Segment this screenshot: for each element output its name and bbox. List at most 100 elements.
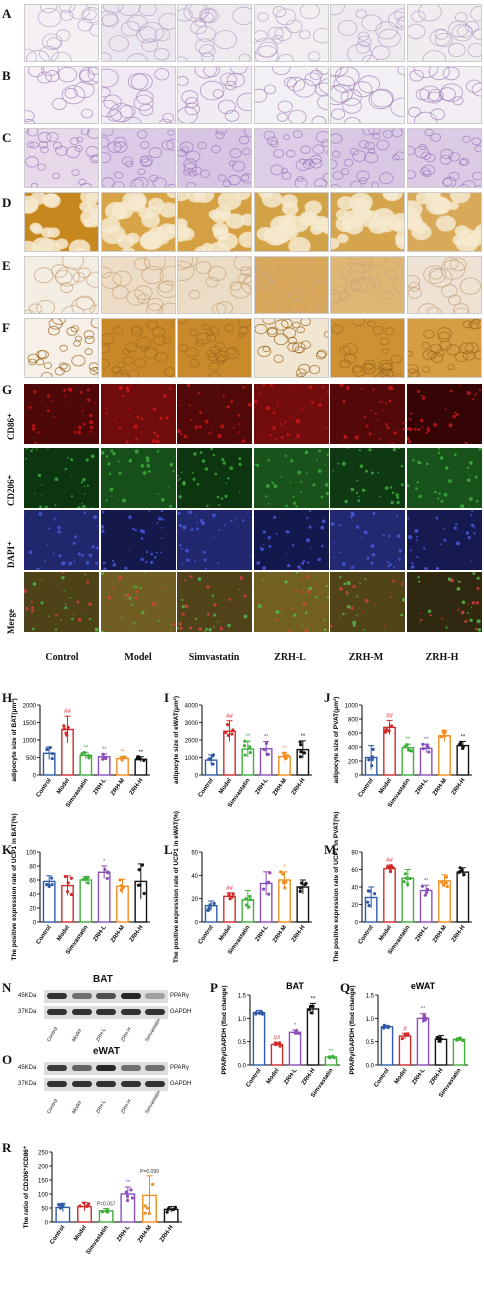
bar bbox=[142, 1194, 157, 1223]
y-tick-label: 20 bbox=[351, 903, 358, 909]
x-tick-label: ZRH-M bbox=[432, 778, 448, 797]
x-tick-label: ZRH-M bbox=[432, 925, 448, 944]
x-tick-label: Control bbox=[198, 924, 215, 945]
data-point bbox=[442, 731, 446, 735]
panel-label-o: O bbox=[2, 1052, 13, 1067]
data-point bbox=[207, 906, 211, 910]
x-tick-label: ZRH-H bbox=[291, 778, 307, 797]
blot-band bbox=[47, 1009, 67, 1015]
data-point bbox=[173, 1205, 178, 1209]
fluorescence-image bbox=[24, 572, 99, 632]
data-point bbox=[86, 1203, 90, 1207]
data-point bbox=[402, 880, 406, 884]
y-tick-label: 0.0 bbox=[366, 1064, 375, 1070]
significance-label: ** bbox=[264, 734, 269, 740]
group-label-simvastatin: Simvastatin bbox=[188, 652, 240, 663]
blot-kda-label: 45KDa bbox=[18, 1065, 37, 1071]
fluorescence-image bbox=[100, 448, 176, 508]
bar bbox=[456, 871, 470, 923]
data-point bbox=[407, 748, 411, 752]
significance-label: ** bbox=[424, 737, 429, 743]
data-point bbox=[458, 743, 463, 747]
data-point bbox=[366, 900, 370, 904]
data-point bbox=[294, 1028, 299, 1033]
data-point bbox=[279, 870, 283, 874]
western-blot-ewat: eWAT 45KDa 37KDa PPARγ GAPDH Control Model ZRH-… bbox=[18, 1046, 208, 1115]
bar bbox=[401, 877, 415, 923]
data-point bbox=[87, 754, 92, 759]
histology-image bbox=[177, 4, 252, 62]
data-point bbox=[60, 1203, 64, 1207]
y-tick-label: 150 bbox=[38, 1179, 49, 1185]
histology-image bbox=[177, 66, 252, 124]
blot-band-strip bbox=[44, 990, 168, 1003]
histology-image bbox=[177, 192, 252, 252]
data-point bbox=[302, 751, 307, 755]
y-tick-label: 3000 bbox=[185, 721, 199, 727]
x-tick-label: ZRH-L bbox=[415, 924, 430, 942]
bar bbox=[306, 1008, 320, 1066]
data-point bbox=[103, 756, 107, 760]
data-point bbox=[373, 892, 377, 896]
x-tick-label: Simvastatin bbox=[86, 1224, 110, 1255]
x-tick-label: Simvastatin bbox=[65, 777, 89, 808]
data-point bbox=[45, 747, 49, 752]
histology-image bbox=[330, 192, 405, 252]
data-point bbox=[118, 878, 122, 882]
blot-kda-label: 37KDa bbox=[18, 1009, 37, 1015]
fluor-row-label-dapi: DAPI⁺ bbox=[6, 541, 16, 568]
y-tick-label: 40 bbox=[29, 893, 36, 899]
data-point bbox=[404, 1032, 408, 1036]
significance-label: ** bbox=[120, 749, 125, 755]
data-point bbox=[457, 742, 461, 747]
data-point bbox=[208, 903, 212, 907]
bar bbox=[438, 735, 451, 776]
data-point bbox=[387, 729, 391, 733]
x-tick-label: Model bbox=[218, 777, 233, 795]
data-point bbox=[370, 757, 374, 762]
data-point bbox=[425, 743, 429, 747]
data-point bbox=[426, 745, 430, 749]
panel-label-m: M bbox=[324, 842, 337, 857]
data-point bbox=[400, 1036, 404, 1041]
y-tick-label: 1.0 bbox=[366, 1017, 375, 1023]
x-tick-label: Control bbox=[36, 777, 53, 798]
blot-kda-label: 45KDa bbox=[18, 993, 37, 999]
data-point bbox=[100, 1210, 105, 1214]
group-label-model: Model bbox=[124, 652, 152, 663]
chart-title: eWAT bbox=[411, 981, 436, 991]
data-point bbox=[266, 752, 270, 756]
bar bbox=[116, 757, 129, 776]
y-tick-label: 1500 bbox=[23, 721, 37, 727]
data-point bbox=[403, 744, 407, 749]
x-tick-label: Simvastatin bbox=[227, 924, 251, 955]
data-point bbox=[106, 1209, 110, 1213]
x-tick-label: Simvastatin bbox=[310, 1067, 334, 1098]
data-point bbox=[78, 1204, 82, 1208]
histology-image bbox=[24, 66, 99, 124]
y-tick-label: 1000 bbox=[23, 739, 37, 745]
data-point bbox=[84, 876, 89, 881]
x-tick-label: Model bbox=[56, 777, 71, 795]
x-tick-label: Control bbox=[198, 777, 215, 798]
data-point bbox=[384, 1025, 388, 1029]
x-tick-label: Model bbox=[378, 924, 393, 942]
data-point bbox=[62, 727, 66, 731]
data-point bbox=[328, 1056, 332, 1060]
significance-label: ** bbox=[282, 746, 287, 752]
y-tick-label: 1000 bbox=[185, 756, 199, 762]
data-point bbox=[406, 1032, 410, 1036]
data-point bbox=[142, 758, 146, 762]
x-tick-label: ZRH-M bbox=[110, 925, 126, 944]
data-point bbox=[382, 1026, 386, 1030]
histology-image bbox=[253, 128, 329, 188]
significance-label: P=0.057 bbox=[97, 1202, 116, 1208]
data-point bbox=[101, 757, 105, 761]
data-point bbox=[65, 733, 69, 737]
significance-label: * bbox=[103, 859, 106, 865]
significance-label: ** bbox=[460, 734, 465, 740]
data-point bbox=[443, 730, 447, 734]
data-point bbox=[102, 755, 106, 759]
bar bbox=[116, 885, 129, 923]
data-point bbox=[129, 1188, 133, 1192]
